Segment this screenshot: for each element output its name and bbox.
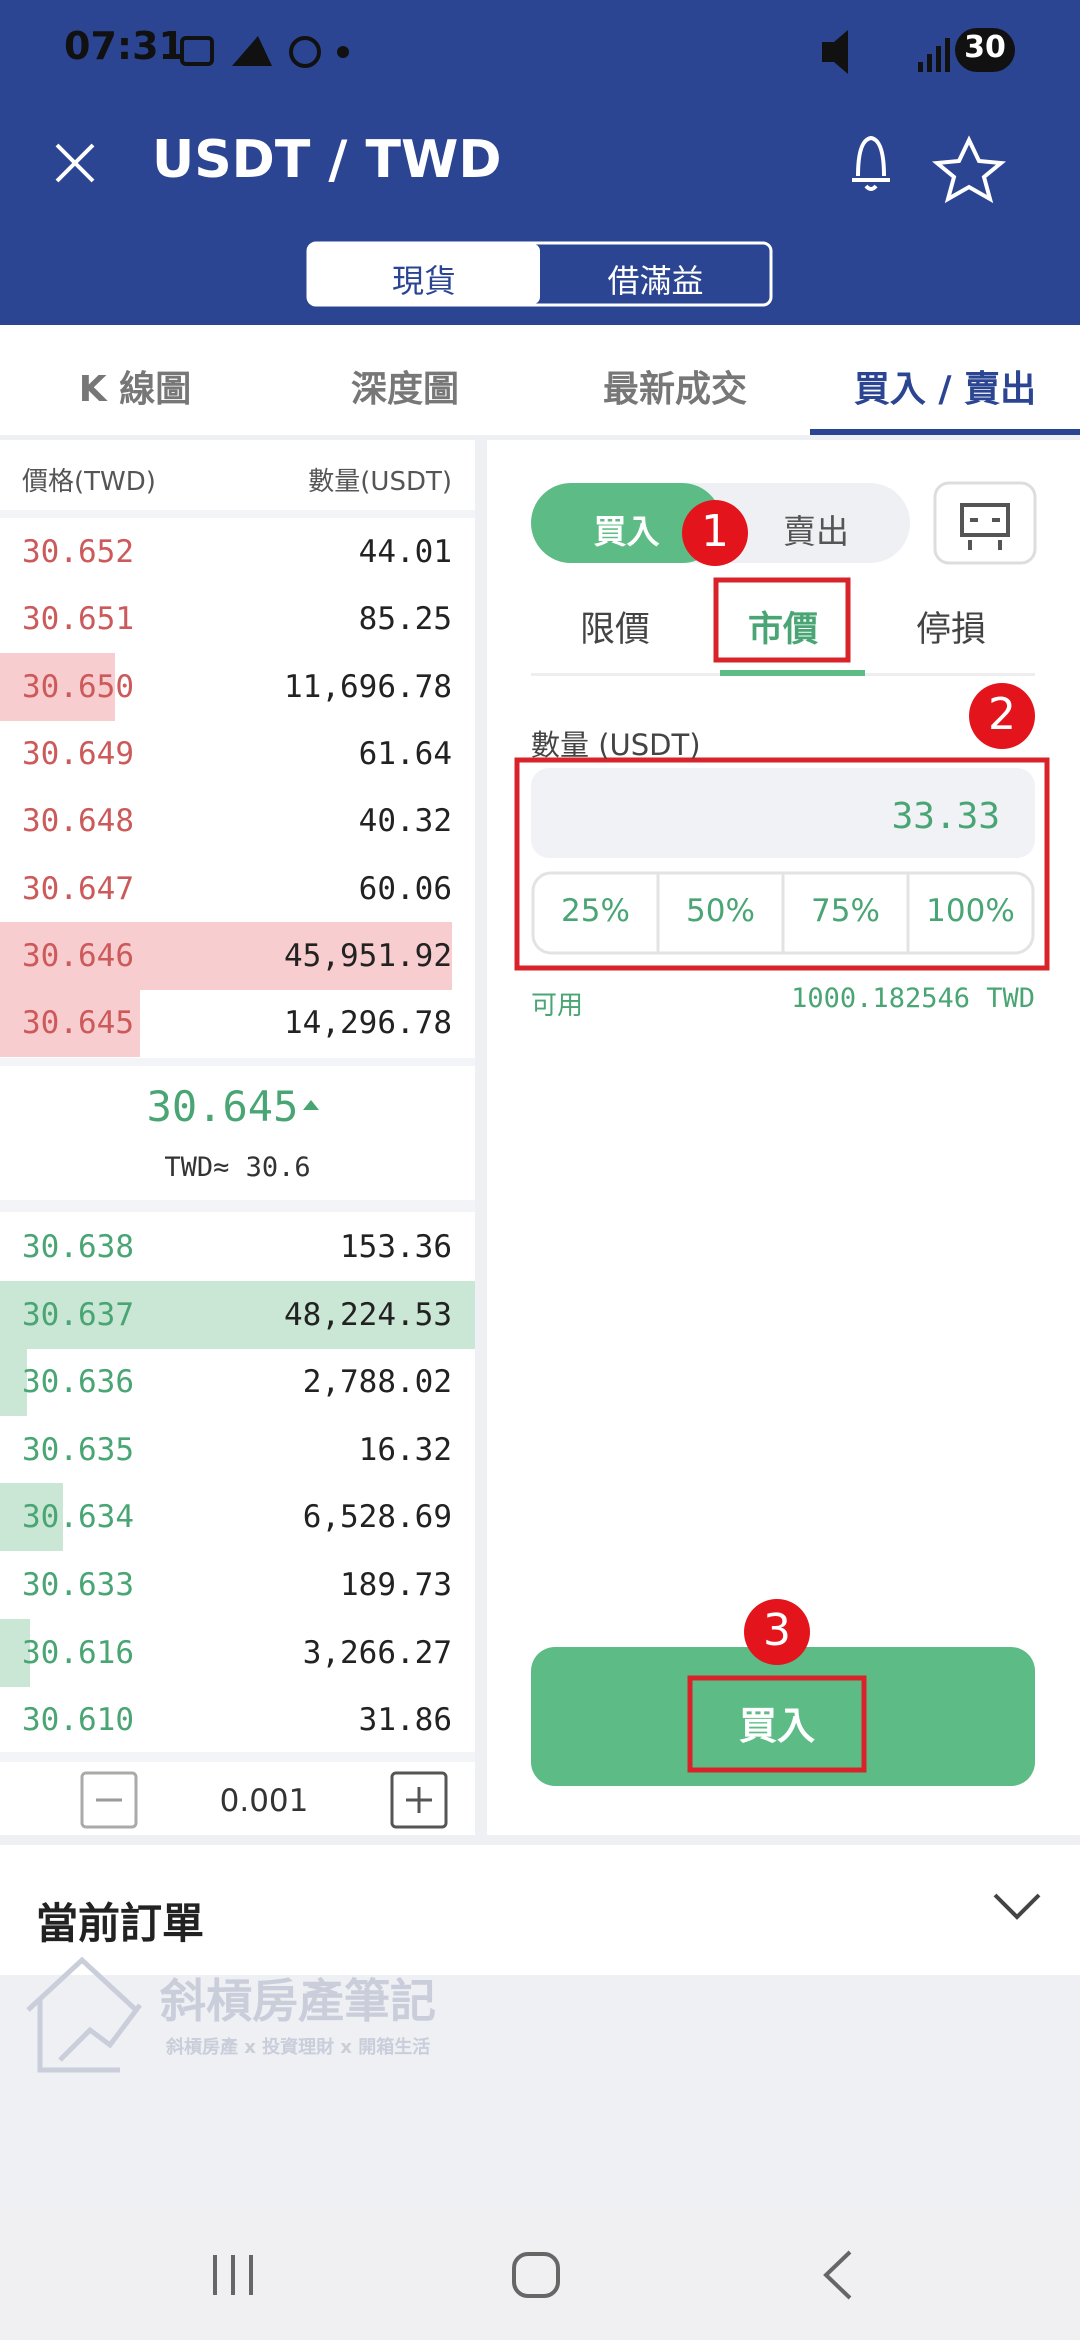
depth-bar	[0, 652, 115, 721]
status-icons	[180, 28, 1015, 74]
watermark-title: 斜槓房產筆記	[160, 1974, 436, 2028]
price[interactable]: 30.649	[22, 735, 134, 772]
order-type[interactable]: 市價	[747, 610, 818, 650]
percent-option[interactable]: 50%	[686, 893, 755, 929]
tab[interactable]: 最新成交	[602, 369, 747, 410]
depth-bar	[0, 1618, 30, 1687]
orders-section	[0, 1845, 1080, 1975]
divider	[0, 1058, 475, 1066]
annotation-number: 1	[701, 506, 729, 557]
up-arrow	[303, 1100, 319, 1110]
section-title: 當前訂單	[36, 1899, 205, 1948]
nav-bar	[0, 2205, 1080, 2340]
price[interactable]: 30.635	[22, 1431, 134, 1468]
watermark-subtitle: 斜槓房產 x 投資理財 x 開箱生活	[166, 2037, 431, 2058]
header-icons	[55, 135, 1007, 204]
available-label: 可用	[531, 991, 584, 1021]
expand-icon[interactable]	[993, 1893, 1041, 1920]
depth-bar	[0, 1483, 63, 1552]
depth-bar	[0, 921, 452, 990]
page-title: USDT / TWD	[152, 130, 502, 190]
price[interactable]: 30.638	[22, 1229, 134, 1265]
quantity-input[interactable]	[531, 768, 1035, 858]
price[interactable]: 30.637	[22, 1296, 134, 1333]
column-header: 數量(USDT)	[308, 467, 452, 497]
price[interactable]: 30.646	[22, 937, 134, 974]
available-value: 1000.182546 TWD	[791, 983, 1035, 1014]
tab[interactable]: K 線圖	[78, 369, 192, 410]
tab-bar	[0, 325, 1080, 435]
side-tab[interactable]: 買入	[593, 512, 660, 551]
tab[interactable]: 深度圖	[350, 369, 459, 410]
price[interactable]: 30.648	[22, 803, 134, 840]
depth-bar	[0, 1348, 27, 1417]
quantity[interactable]: 31.86	[358, 1702, 452, 1739]
quantity[interactable]: 44.01	[358, 534, 452, 570]
mode-tab[interactable]: 借滿益	[607, 262, 704, 300]
price[interactable]: 30.616	[22, 1634, 134, 1671]
quantity[interactable]: 6,528.69	[302, 1499, 452, 1536]
last-price: 30.645	[146, 1082, 299, 1131]
price[interactable]: 30.636	[22, 1364, 134, 1401]
tab[interactable]: 買入 / 賣出	[853, 369, 1037, 410]
side-tab[interactable]: 賣出	[783, 512, 849, 551]
annotation-circles	[682, 500, 1035, 1665]
twd-estimate: TWD≈ 30.6	[164, 1152, 311, 1183]
column-header: 價格(TWD)	[22, 467, 156, 497]
quantity[interactable]: 61.64	[358, 735, 452, 772]
quantity[interactable]: 60.06	[358, 870, 452, 907]
order-type[interactable]: 停損	[915, 610, 986, 650]
annotation-boxes	[514, 577, 1050, 1773]
status-time: 07:31	[64, 24, 185, 68]
price[interactable]: 30.645	[22, 1005, 134, 1042]
annotation-number: 3	[763, 1605, 791, 1656]
order-type[interactable]: 限價	[579, 610, 650, 650]
price[interactable]: 30.610	[22, 1702, 134, 1739]
side-buy[interactable]	[531, 483, 722, 563]
quantity[interactable]: 40.32	[358, 803, 452, 840]
depth-bar	[0, 1280, 475, 1349]
depth-bar	[0, 989, 140, 1058]
quantity[interactable]: 3,266.27	[302, 1634, 452, 1671]
price[interactable]: 30.633	[22, 1567, 134, 1603]
bot-button[interactable]	[933, 481, 1037, 565]
quantity[interactable]: 189.73	[340, 1567, 452, 1603]
price[interactable]: 30.634	[22, 1499, 134, 1536]
mode-tab[interactable]: 現貨	[391, 262, 456, 300]
divider	[0, 1200, 475, 1212]
price[interactable]: 30.647	[22, 870, 134, 907]
mode-toggle-active	[309, 244, 540, 304]
battery-level: 30	[964, 30, 1006, 65]
type-indicator	[720, 670, 865, 676]
watermark-logo	[26, 1956, 142, 2073]
quantity[interactable]: 48,224.53	[284, 1296, 452, 1333]
nav-icons	[213, 2250, 852, 2300]
price[interactable]: 30.650	[22, 668, 134, 705]
price-step: 0.001	[219, 1783, 309, 1819]
annotation-number: 2	[988, 689, 1016, 740]
percent-option[interactable]: 75%	[811, 893, 880, 929]
percent-option[interactable]: 100%	[926, 893, 1015, 929]
price[interactable]: 30.651	[22, 601, 134, 638]
quantity[interactable]: 153.36	[340, 1229, 452, 1265]
quantity-value: 33.33	[891, 796, 1000, 837]
tab-indicator	[810, 429, 1080, 435]
percent-option[interactable]: 25%	[561, 893, 630, 929]
field-label: 數量 (USDT)	[531, 728, 701, 762]
quantity[interactable]: 45,951.92	[284, 937, 452, 974]
quantity[interactable]: 2,788.02	[302, 1364, 452, 1401]
quantity[interactable]: 11,696.78	[284, 668, 452, 705]
submit-label[interactable]: 買入	[738, 1704, 815, 1748]
divider	[0, 1752, 475, 1762]
quantity[interactable]: 16.32	[358, 1431, 452, 1468]
submit-button[interactable]	[531, 1647, 1035, 1786]
divider	[0, 510, 475, 518]
quantity[interactable]: 85.25	[358, 601, 452, 638]
price[interactable]: 30.652	[22, 534, 134, 570]
quantity[interactable]: 14,296.78	[284, 1005, 452, 1042]
